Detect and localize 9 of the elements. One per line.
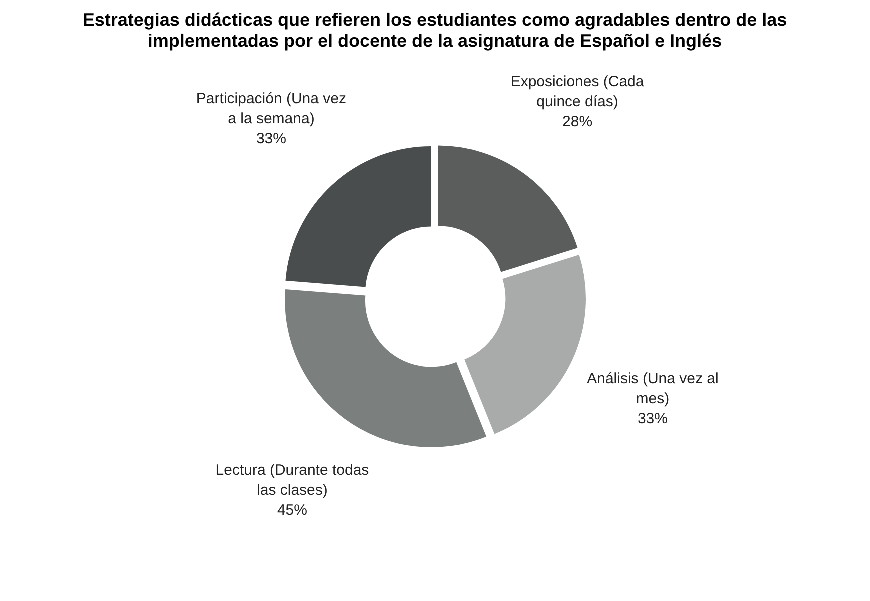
- chart-title: Estrategias didácticas que refieren los estudiantes como agradables dentro de las implementadas por el docente de la asignatura de Español e Inglés: [82, 9, 788, 53]
- slice-label: Participación (Una vez a la semana): [196, 90, 346, 128]
- slice-label: Análisis (Una vez al mes): [587, 370, 719, 408]
- slice-label: Lectura (Durante todas las clases): [216, 462, 370, 499]
- data-label: 28%: [562, 113, 593, 130]
- data-label: 33%: [256, 130, 286, 148]
- data-label: 45%: [277, 502, 308, 519]
- slice-label: Exposiciones (Cada quince días): [510, 73, 645, 110]
- data-label: 33%: [638, 410, 668, 428]
